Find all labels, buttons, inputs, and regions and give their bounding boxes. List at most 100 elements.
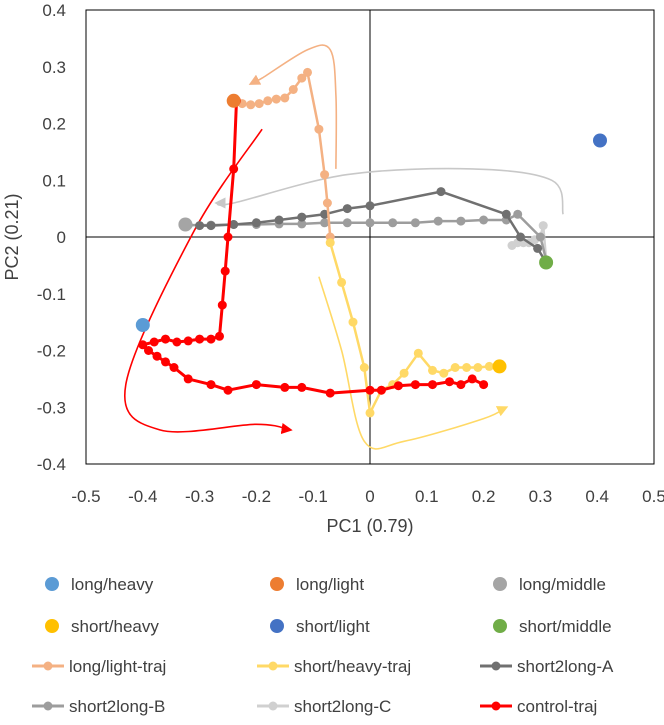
control-arrow (123, 128, 293, 435)
marker-long-heavy (135, 318, 150, 332)
data-point-control-traj (445, 377, 454, 387)
legend-label: short2long-C (294, 697, 391, 716)
data-point-short2long-b (513, 209, 523, 219)
data-point-long-light-traj (314, 124, 324, 134)
data-point-control-traj (229, 164, 239, 174)
legend-item-long-middle: long/middle (493, 575, 606, 594)
data-point-short2long-a (297, 212, 307, 222)
x-axis-title: PC1 (0.79) (326, 516, 413, 536)
legend: long/heavy long/light long/middle short/hea… (32, 575, 614, 716)
data-point-short2long-a (274, 215, 284, 225)
legend-swatch (493, 577, 507, 591)
data-point-short2long-a (251, 218, 261, 228)
data-point-control-traj (138, 340, 148, 350)
data-point-short-heavy-traj (450, 363, 460, 372)
axes (86, 10, 654, 464)
y-tick-label: 0.3 (42, 58, 66, 77)
x-tick-label: 0.5 (642, 487, 664, 506)
y-tick-label: -0.2 (37, 342, 66, 361)
series-line-short2long-a (199, 190, 548, 264)
data-point-short2long-c (538, 221, 548, 231)
data-point-control-traj (217, 300, 227, 310)
data-point-control-traj (467, 374, 477, 384)
legend-swatch (45, 577, 59, 591)
data-point-control-traj (365, 385, 375, 395)
data-point-control-traj (456, 380, 466, 390)
data-point-short2long-a (342, 204, 352, 214)
legend-item-control-traj: control-traj (480, 697, 597, 716)
data-point-short-heavy-traj (337, 277, 347, 287)
data-point-long-light-traj (271, 94, 281, 104)
legend-swatch (491, 661, 501, 671)
data-point-short-heavy-traj (484, 361, 494, 371)
y-axis-title: PC2 (0.21) (2, 193, 22, 280)
data-point-control-traj (149, 337, 159, 347)
data-point-long-light-traj (254, 99, 264, 109)
legend-label: long/light (296, 575, 364, 594)
legend-swatch (45, 619, 59, 633)
legend-item-long-heavy: long/heavy (45, 575, 154, 594)
short-heavy-arrow (318, 276, 509, 450)
long-light-arrow (248, 44, 338, 169)
data-point-control-traj (297, 382, 307, 392)
legend-swatch (268, 701, 278, 711)
legend-label: short/heavy-traj (294, 657, 411, 676)
legend-item-long-light-traj: long/light-traj (32, 657, 166, 676)
legend-item-short2long-a: short2long-A (480, 657, 614, 676)
data-point-control-traj (223, 232, 233, 242)
data-point-short2long-b (342, 218, 352, 228)
data-point-control-traj (172, 337, 182, 347)
series-line-short-heavy-traj (328, 242, 500, 415)
data-point-short-heavy-traj (399, 368, 409, 378)
legend-label: long/middle (519, 575, 606, 594)
legend-label: short/light (296, 617, 370, 636)
data-point-control-traj (161, 357, 170, 367)
data-point-short2long-a (436, 187, 446, 197)
legend-swatch (43, 701, 53, 711)
series-line-control-traj (141, 100, 485, 395)
data-point-control-traj (183, 336, 193, 346)
data-point-control-traj (206, 334, 216, 344)
data-point-control-traj (152, 351, 162, 361)
data-point-short-heavy-traj (365, 408, 375, 418)
x-tick-label: 0 (365, 487, 374, 506)
legend-item-short-middle: short/middle (493, 617, 612, 636)
data-point-short2long-a (516, 232, 525, 242)
data-point-control-traj (223, 385, 233, 395)
y-tick-label: -0.3 (37, 398, 66, 417)
data-point-control-traj (169, 363, 179, 372)
y-tick-label: 0.4 (42, 1, 66, 20)
data-point-short2long-a (320, 209, 330, 219)
legend-label: short/heavy (71, 617, 159, 636)
data-point-short2long-b (365, 218, 375, 228)
data-point-short2long-b (433, 216, 443, 226)
legend-item-short-light: short/light (270, 617, 370, 636)
legend-swatch (270, 619, 284, 633)
data-point-short-heavy-traj (348, 317, 358, 327)
y-tick-label: -0.4 (37, 455, 66, 474)
data-point-short-heavy-traj (439, 368, 449, 378)
data-point-short2long-b (297, 219, 307, 229)
x-tick-label: 0.1 (415, 487, 439, 506)
legend-swatch (270, 577, 284, 591)
marker-short-light (593, 133, 607, 148)
data-point-short2long-a (365, 201, 375, 211)
series-control-traj (138, 96, 489, 398)
x-tick-label: -0.4 (128, 487, 157, 506)
marker-long-middle (178, 217, 193, 232)
legend-label: short2long-B (69, 697, 165, 716)
data-point-long-light-traj (288, 85, 298, 94)
data-point-short-heavy-traj (462, 363, 472, 372)
legend-label: short2long-A (517, 657, 614, 676)
data-point-short2long-b (479, 215, 489, 225)
data-point-long-light-traj (320, 170, 330, 180)
legend-item-short2long-c: short2long-C (257, 697, 391, 716)
legend-item-short2long-b: short2long-B (32, 697, 165, 716)
annotation-arrows (123, 44, 564, 450)
data-point-short2long-a (206, 221, 216, 231)
data-point-control-traj (161, 334, 170, 344)
tick-labels: -0.5 -0.4 -0.3 -0.2 -0.1 0 0.1 0.2 0.3 0.4 0.5 0.4 0… (37, 1, 664, 506)
data-point-long-light-traj (297, 73, 307, 83)
data-point-control-traj (393, 381, 403, 391)
